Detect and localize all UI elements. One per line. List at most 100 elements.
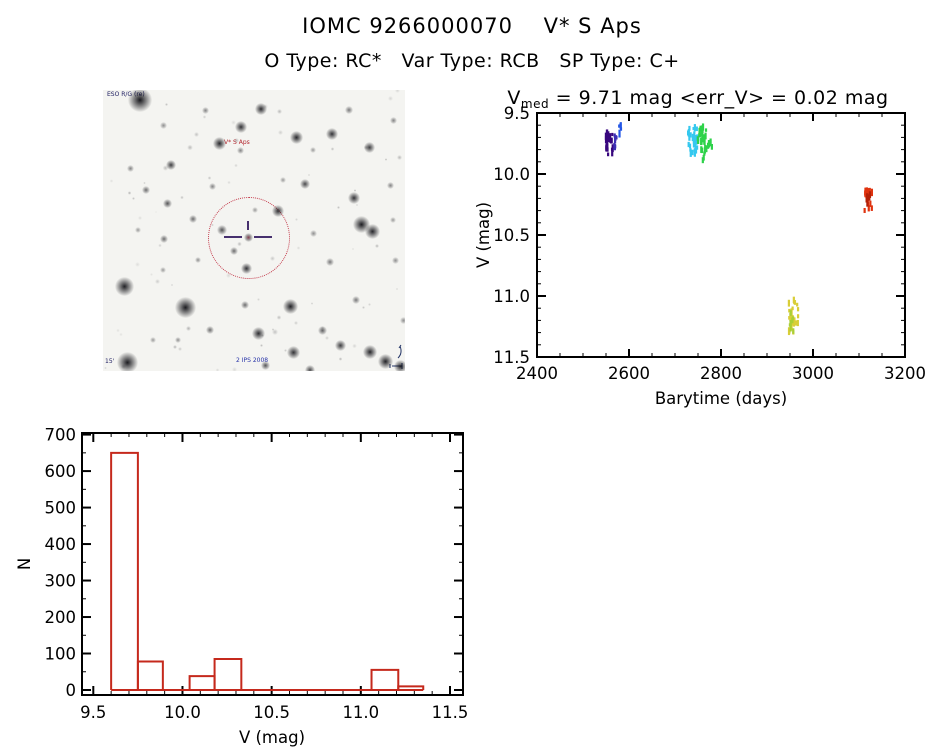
- star-blob: [310, 147, 316, 153]
- star-blob: [208, 182, 216, 190]
- y-tick-label: 700: [45, 426, 77, 445]
- lightcurve-xaxis-label: Barytime (days): [655, 389, 787, 408]
- data-point-epoch2-cyan: [695, 140, 698, 145]
- star-blob: [135, 262, 140, 268]
- data-point-epoch3-yellowgreen: [789, 324, 792, 332]
- star-blob: [272, 329, 278, 335]
- data-point-epoch2-cyan: [688, 125, 691, 131]
- data-point-epoch4-red: [863, 208, 866, 213]
- lightcurve-yaxis-label: V (mag): [474, 202, 493, 268]
- data-point-epoch2-cyan: [693, 148, 696, 153]
- data-point-epoch2-cyan: [689, 132, 692, 138]
- crosshair-left: [224, 236, 242, 238]
- page-subtitle: O Type: RC* Var Type: RCB SP Type: C+: [264, 50, 680, 72]
- data-point-epoch3-yellowgreen: [789, 319, 792, 325]
- star-blob: [154, 278, 160, 285]
- data-point-epoch3-yellow: [796, 314, 800, 319]
- y-tick-label: 600: [45, 462, 77, 481]
- star-blob: [160, 267, 166, 273]
- star-blob: [164, 103, 168, 107]
- star-blob: [352, 296, 360, 304]
- data-point-epoch3-yellow: [788, 330, 791, 334]
- data-point-epoch2-cyan: [692, 126, 695, 131]
- star-blob: [116, 328, 120, 333]
- star-blob: [234, 138, 239, 143]
- star-blob: [185, 325, 191, 331]
- star-blob: [207, 175, 212, 180]
- data-point-epoch4-red: [870, 188, 873, 197]
- data-point-epoch1-blue: [618, 124, 621, 128]
- star-blob: [284, 348, 288, 352]
- data-point-epoch1-violet: [606, 135, 610, 143]
- star-blob: [177, 346, 182, 351]
- star-blob: [396, 287, 399, 290]
- data-point-epoch3-yellowgreen: [789, 310, 792, 316]
- data-point-epoch2-green: [698, 133, 702, 138]
- star-blob: [195, 257, 201, 263]
- star-blob: [394, 90, 401, 93]
- star-blob: [276, 315, 282, 320]
- data-point-epoch2-green: [701, 123, 705, 131]
- data-point-epoch2-cyan: [695, 145, 699, 150]
- star-blob: [326, 258, 334, 266]
- star-blob: [149, 273, 153, 277]
- histogram-bar: [136, 660, 164, 690]
- data-point-epoch1-indigo: [613, 133, 616, 138]
- star-blob: [256, 297, 260, 301]
- star-blob: [375, 244, 379, 248]
- page-title: IOMC 9266000070 V* S Aps: [302, 14, 642, 38]
- star-blob: [390, 217, 396, 223]
- data-point-epoch2-cyan: [689, 148, 692, 152]
- data-point-epoch2-green: [697, 138, 700, 144]
- data-point-epoch2-cyan: [693, 135, 697, 143]
- star-blob: [277, 130, 283, 136]
- star-blob: [171, 284, 174, 287]
- data-point-epoch4-darkred: [868, 191, 872, 199]
- star-blob: [309, 229, 317, 237]
- data-point-epoch2-cyan: [689, 149, 692, 157]
- data-point-epoch4-darkred: [866, 193, 869, 202]
- y-tick-label: 9.5: [504, 104, 530, 123]
- x-tick-label: 2600: [608, 364, 650, 383]
- data-point-epoch1-violet: [606, 147, 609, 152]
- data-point-epoch3-yellow: [787, 299, 790, 307]
- star-blob: [396, 155, 402, 161]
- target-circle-marker: [208, 197, 290, 279]
- starfield-target-label: V* S Aps: [224, 139, 250, 146]
- star-blob: [294, 218, 298, 222]
- x-tick-label: 2800: [700, 364, 742, 383]
- star-blob: [389, 116, 397, 124]
- data-point-epoch2-green: [710, 143, 713, 150]
- y-tick-label: 100: [45, 645, 77, 664]
- data-point-epoch1-indigo: [613, 144, 616, 151]
- data-point-epoch1-indigo: [613, 136, 617, 144]
- histogram-bar: [188, 675, 216, 690]
- data-point-epoch2-cyan: [693, 149, 696, 157]
- data-point-epoch2-green: [704, 132, 707, 140]
- star-blob: [240, 262, 252, 274]
- star-blob: [143, 182, 146, 185]
- star-blob: [166, 160, 176, 170]
- star-blob: [135, 227, 141, 233]
- data-point-epoch2-green: [709, 138, 712, 147]
- data-point-epoch4-red: [869, 200, 872, 207]
- y-tick-label: 10.0: [493, 165, 530, 184]
- data-point-epoch2-green: [704, 144, 707, 151]
- y-tick-label: 200: [45, 608, 77, 627]
- star-blob: [126, 164, 134, 172]
- data-point-epoch1-violet: [611, 149, 614, 157]
- star-blob: [363, 345, 377, 359]
- star-blob: [243, 232, 253, 242]
- data-point-epoch2-cyan: [695, 126, 698, 132]
- star-blob: [277, 109, 282, 114]
- data-point-epoch2-green: [700, 147, 704, 154]
- star-blob: [293, 320, 298, 325]
- star-blob: [160, 235, 168, 243]
- star-blob: [203, 115, 207, 119]
- star-blob: [215, 368, 220, 371]
- x-tick-label: 10.5: [253, 703, 290, 722]
- starfield-image: ESO R/G (re) V* S Aps 2 IPS 2008 15': [103, 90, 405, 371]
- data-point-epoch3-yellow: [788, 316, 791, 320]
- data-point-epoch2-cyan: [694, 145, 697, 149]
- star-blob: [263, 104, 268, 109]
